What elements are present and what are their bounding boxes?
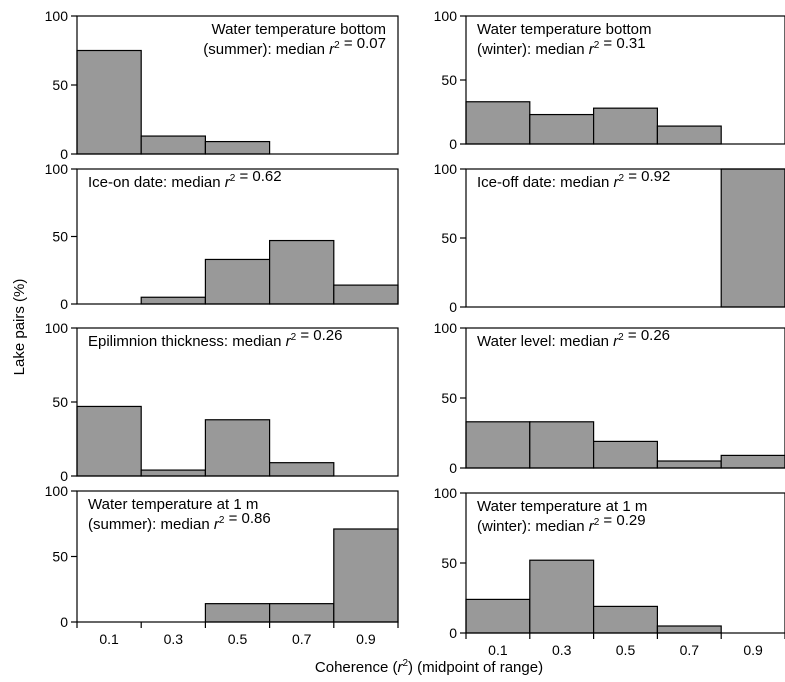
histogram-panel: 0 50 100 0.1 0.3 0.5 0.7 0.9 Water temperature a… bbox=[434, 485, 785, 658]
panel-label: Ice-on date: median r2 = 0.62 bbox=[88, 168, 282, 191]
panel-label: Water temperature bottom bbox=[477, 21, 652, 38]
histogram-bar bbox=[140, 469, 206, 477]
y-tick-label: 50 bbox=[441, 390, 457, 406]
histogram-bar bbox=[140, 296, 206, 305]
y-tick-label: 50 bbox=[52, 229, 68, 245]
y-tick-label: 100 bbox=[434, 320, 458, 336]
histogram-bar bbox=[465, 101, 531, 145]
histogram-panel: 0 50 100 0.1 0.3 0.5 0.7 0.9 Water temperature a… bbox=[45, 483, 399, 647]
panel-label: Water level: median r2 = 0.26 bbox=[477, 327, 670, 350]
histogram-bar bbox=[204, 603, 271, 623]
y-tick-label: 0 bbox=[60, 146, 68, 162]
y-tick-label: 0 bbox=[449, 625, 457, 641]
x-tick-label: 0.3 bbox=[552, 642, 572, 658]
y-tick-label: 50 bbox=[52, 394, 68, 410]
histogram-bar bbox=[204, 140, 271, 155]
histogram-panel: 0 50 100 Ice-on date: median r2 = 0.62 bbox=[45, 161, 399, 312]
x-tick-label: 0.5 bbox=[616, 642, 636, 658]
x-tick-label: 0.1 bbox=[99, 631, 119, 647]
histogram-bar bbox=[76, 405, 142, 477]
y-tick-label: 50 bbox=[441, 72, 457, 88]
histogram-bar bbox=[592, 440, 658, 469]
panel-label: Water temperature at 1 m bbox=[88, 496, 258, 513]
histogram-bar bbox=[465, 421, 531, 469]
y-tick-label: 100 bbox=[45, 483, 69, 499]
histogram-panel: 0 50 100 Epilimnion thickness: median r2 = … bbox=[45, 320, 399, 484]
y-tick-label: 0 bbox=[449, 136, 457, 152]
y-tick-label: 100 bbox=[45, 320, 69, 336]
histogram-bar bbox=[269, 462, 335, 477]
y-tick-label: 0 bbox=[60, 614, 68, 630]
y-tick-label: 100 bbox=[434, 8, 458, 24]
y-tick-label: 100 bbox=[45, 8, 69, 24]
histogram-bar bbox=[592, 605, 658, 634]
y-tick-label: 0 bbox=[60, 296, 68, 312]
histogram-bar bbox=[269, 239, 335, 305]
y-tick-label: 50 bbox=[52, 77, 68, 93]
x-tick-label: 0.7 bbox=[680, 642, 700, 658]
y-tick-label: 100 bbox=[434, 161, 458, 177]
histogram-bar bbox=[269, 603, 335, 623]
y-tick-label: 0 bbox=[449, 299, 457, 315]
panel-label: Epilimnion thickness: median r2 = 0.26 bbox=[88, 327, 342, 350]
y-tick-label: 50 bbox=[441, 555, 457, 571]
histogram-bar bbox=[204, 419, 271, 477]
histogram-bar bbox=[592, 107, 658, 145]
histogram-panel: 0 50 100 Water temperature bottom(summer): … bbox=[45, 8, 399, 162]
x-tick-label: 0.1 bbox=[488, 642, 508, 658]
panel-label: (winter): median r2 = 0.31 bbox=[477, 35, 646, 58]
histogram-bar bbox=[529, 421, 595, 469]
y-tick-label: 0 bbox=[449, 460, 457, 476]
y-axis-label: Lake pairs (%) bbox=[11, 279, 28, 376]
x-tick-label: 0.3 bbox=[164, 631, 184, 647]
x-tick-label: 0.5 bbox=[228, 631, 248, 647]
histogram-panel: 0 50 100 Water level: median r2 = 0.26 bbox=[434, 320, 785, 476]
histogram-panel: 0 50 100 Ice-off date: median r2 = 0.92 bbox=[434, 161, 785, 315]
x-tick-label: 0.9 bbox=[356, 631, 376, 647]
histogram-panel: 0 50 100 Water temperature bottom(winter): … bbox=[434, 8, 785, 152]
y-tick-label: 0 bbox=[60, 468, 68, 484]
y-tick-label: 50 bbox=[441, 230, 457, 246]
x-axis-label: Coherence (r2) (midpoint of range) bbox=[315, 658, 543, 676]
histogram-bar bbox=[204, 258, 271, 305]
histogram-bar bbox=[333, 284, 399, 305]
x-tick-label: 0.7 bbox=[292, 631, 312, 647]
panel-label: (winter): median r2 = 0.29 bbox=[477, 512, 646, 535]
histogram-bar bbox=[529, 559, 595, 634]
panel-label: Water temperature bottom bbox=[211, 21, 386, 38]
histogram-bar bbox=[656, 460, 722, 469]
y-tick-label: 50 bbox=[52, 549, 68, 565]
panel-label: (summer): median r2 = 0.86 bbox=[88, 510, 271, 533]
histogram-bar bbox=[656, 625, 722, 634]
histogram-bar bbox=[720, 454, 785, 469]
panel-label: Ice-off date: median r2 = 0.92 bbox=[477, 168, 670, 191]
histogram-bar bbox=[76, 49, 142, 155]
histogram-bar bbox=[333, 528, 399, 623]
y-tick-label: 100 bbox=[45, 161, 69, 177]
y-tick-label: 100 bbox=[434, 485, 458, 501]
histogram-bar bbox=[720, 168, 785, 308]
histogram-bar bbox=[465, 598, 531, 634]
panel-label: Water temperature at 1 m bbox=[477, 498, 647, 515]
histogram-bar bbox=[529, 113, 595, 145]
x-tick-label: 0.9 bbox=[743, 642, 763, 658]
histogram-bar bbox=[656, 125, 722, 145]
histogram-bar bbox=[140, 135, 206, 155]
panel-label: (summer): median r2 = 0.07 bbox=[203, 35, 386, 58]
